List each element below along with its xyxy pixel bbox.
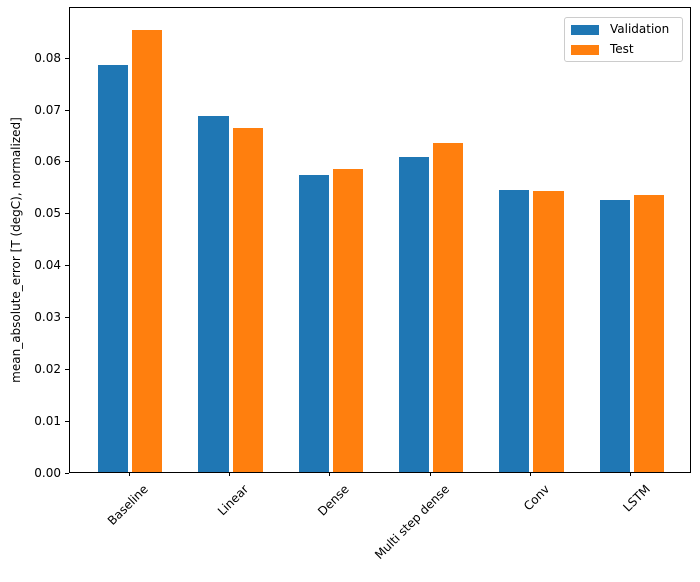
y-tick-mark <box>65 57 69 59</box>
x-tick-label-linear: Linear <box>215 482 252 519</box>
bar-validation-baseline <box>98 65 129 472</box>
y-tick-mark <box>65 109 69 111</box>
y-tick-mark <box>65 472 69 474</box>
y-tick-mark <box>65 213 69 215</box>
y-tick-mark <box>65 316 69 318</box>
x-tick-label-lstm: LSTM <box>620 482 653 515</box>
y-tick-mark <box>65 265 69 267</box>
legend-label: Validation <box>610 22 670 36</box>
x-tick-label-multi-step-dense: Multi step dense <box>372 482 453 563</box>
bar-validation-multi-step-dense <box>399 157 430 472</box>
x-tick-mark <box>529 472 531 476</box>
y-tick-label: 0.01 <box>34 413 61 428</box>
x-tick-mark <box>128 472 130 476</box>
x-tick-label-conv: Conv <box>520 482 553 514</box>
y-tick-label: 0.05 <box>34 206 61 221</box>
y-tick-label: 0.08 <box>34 50 61 65</box>
legend: Validation Test <box>564 17 683 62</box>
y-tick-label: 0.04 <box>34 258 61 273</box>
y-tick-label: 0.02 <box>34 361 61 376</box>
bar-validation-dense <box>298 174 329 472</box>
y-tick-label: 0.00 <box>34 465 61 480</box>
bar-validation-lstm <box>599 200 630 472</box>
x-tick-mark <box>630 472 632 476</box>
y-tick-label: 0.07 <box>34 102 61 117</box>
bar-test-baseline <box>132 30 163 472</box>
bar-test-lstm <box>633 194 664 472</box>
bar-validation-conv <box>499 189 530 472</box>
y-tick-label: 0.06 <box>34 154 61 169</box>
x-tick-mark <box>229 472 231 476</box>
legend-entry-validation: Validation <box>571 21 673 38</box>
y-tick-mark <box>65 420 69 422</box>
plot-area <box>69 7 691 473</box>
legend-label: Test <box>610 42 634 56</box>
x-tick-label-baseline: Baseline <box>105 482 152 528</box>
y-tick-label: 0.03 <box>34 309 61 324</box>
y-tick-mark <box>65 161 69 163</box>
x-tick-mark <box>429 472 431 476</box>
legend-swatch-validation <box>571 24 599 35</box>
legend-swatch-test <box>571 44 599 55</box>
bar-test-conv <box>533 190 564 472</box>
x-tick-mark <box>329 472 331 476</box>
bar-test-multi-step-dense <box>433 143 464 472</box>
bar-test-dense <box>332 169 363 472</box>
legend-entry-test: Test <box>571 41 673 58</box>
bar-validation-linear <box>198 116 229 472</box>
y-tick-mark <box>65 368 69 370</box>
bar-test-linear <box>232 128 263 472</box>
x-tick-label-dense: Dense <box>315 482 352 519</box>
